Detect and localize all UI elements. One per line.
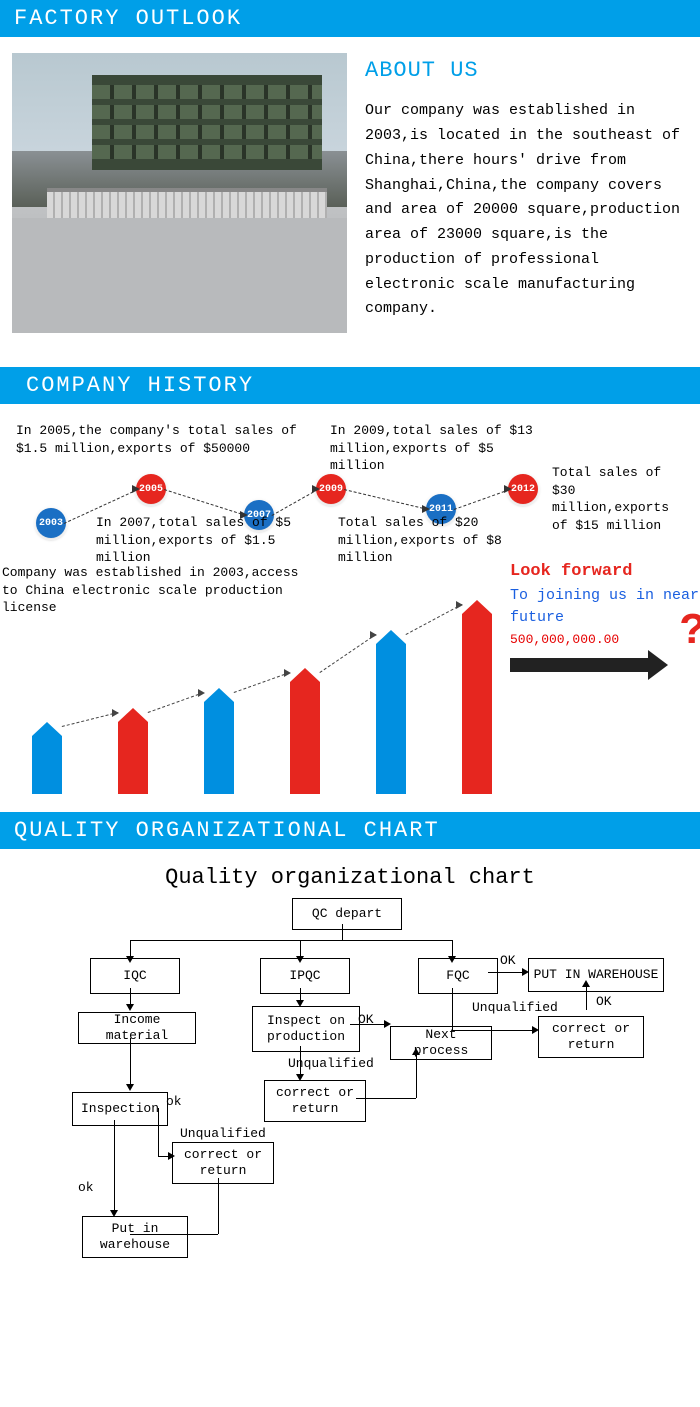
section-header-quality: QUALITY ORGANIZATIONAL CHART [0,812,700,849]
growth-bar [118,722,148,794]
question-mark-icon: ? [680,599,700,665]
org-chart-title: Quality organizational chart [0,849,700,898]
about-text: ABOUT US Our company was established in … [365,53,688,333]
section-header-history: COMPANY HISTORY [0,367,700,404]
org-box-np: Next process [390,1026,492,1060]
org-box-fqc: FQC [418,958,498,994]
timeline-caption: Total sales of $20 million,exports of $8… [338,514,508,567]
section-header-factory: FACTORY OUTLOOK [0,0,700,37]
org-box-cr1: correct or return [264,1080,366,1122]
growth-bar [290,682,320,794]
history-canvas: 200320052007200920112012 In 2005,the com… [0,404,700,794]
org-box-inc: Income material [78,1012,196,1044]
about-title: ABOUT US [365,53,688,89]
growth-bar [204,702,234,794]
org-edge-label: ok [78,1180,94,1195]
growth-bar [462,614,492,794]
org-box-cr0: correct or return [172,1142,274,1184]
org-box-pw: Put in warehouse [82,1216,188,1258]
factory-photo [12,53,347,333]
org-edge-label: Unqualified [472,1000,558,1015]
org-box-insp: Inspect on production [252,1006,360,1052]
timeline-node-2009: 2009 [316,474,346,504]
org-chart: QC depart IQC IPQC FQC PUT IN WAREHOUSE Incom… [30,898,670,1288]
timeline-caption: In 2009,total sales of $13 million,expor… [330,422,550,475]
timeline-caption: Total sales of $30 million,exports of $1… [552,464,692,534]
org-box-isp: Inspection [72,1092,168,1126]
growth-bar [32,736,62,794]
timeline-node-2005: 2005 [136,474,166,504]
about-body: Our company was established in 2003,is l… [365,99,688,322]
growth-bar [376,644,406,794]
section-history: COMPANY HISTORY 200320052007200920112012… [0,367,700,794]
org-edge-label: OK [500,953,516,968]
about-row: ABOUT US Our company was established in … [0,37,700,349]
org-box-cr2: correct or return [538,1016,644,1058]
org-box-piw: PUT IN WAREHOUSE [528,958,664,992]
look-forward: Look forward To joining us in near futur… [510,559,700,678]
org-box-qc: QC depart [292,898,402,930]
look-forward-value: 500,000,000.00 [510,630,700,650]
section-factory: FACTORY OUTLOOK ABOUT US Our company was… [0,0,700,349]
growth-bars [14,604,474,794]
look-forward-sub: To joining us in near future [510,585,700,630]
timeline-caption: In 2007,total sales of $5 million,export… [96,514,336,567]
look-forward-title: Look forward [510,559,700,585]
timeline-node-2003: 2003 [36,508,66,538]
org-edge-label: Unqualified [180,1126,266,1141]
org-edge-label: OK [596,994,612,1009]
org-box-ipqc: IPQC [260,958,350,994]
forward-arrow-icon [510,658,650,672]
org-edge-label: ok [166,1094,182,1109]
section-quality: QUALITY ORGANIZATIONAL CHART Quality org… [0,812,700,1288]
timeline-node-2012: 2012 [508,474,538,504]
org-box-iqc: IQC [90,958,180,994]
timeline-caption: In 2005,the company's total sales of $1.… [16,422,316,457]
